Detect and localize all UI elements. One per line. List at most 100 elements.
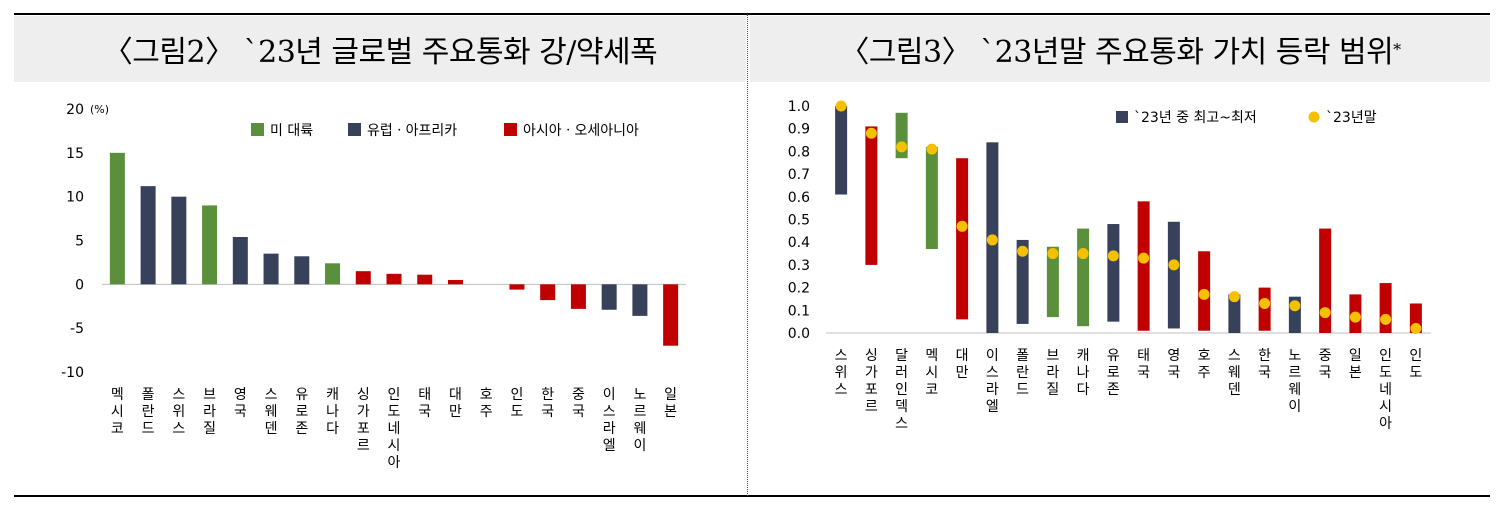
legend-label: 유럽ㆍ아프리카 <box>367 123 457 139</box>
range-bar-중국 <box>1319 228 1332 333</box>
bar-캐나다 <box>325 263 341 285</box>
y-tick-label: 0.3 <box>788 258 810 274</box>
bar-중국 <box>570 284 586 309</box>
year-end-marker-달러인덱스 <box>896 141 908 153</box>
range-bar-브라질 <box>1046 246 1059 318</box>
year-end-marker-브라질 <box>1047 248 1059 260</box>
legend-label: `23년말 <box>1326 110 1377 126</box>
bar-노르웨이 <box>632 284 648 316</box>
figure-3-title-mark: * <box>1393 39 1401 59</box>
year-end-marker-폴란드 <box>1017 245 1029 257</box>
y-tick-label: 15 <box>66 146 84 162</box>
range-bar-멕시코 <box>925 146 938 250</box>
bottom-rule <box>14 495 1490 497</box>
y-tick-label: 0.2 <box>788 281 810 297</box>
range-bar-스위스 <box>835 106 848 195</box>
bar-싱가포르 <box>355 271 371 285</box>
bar-인도 <box>509 284 525 290</box>
legend-label: 미 대륙 <box>270 123 313 139</box>
year-end-marker-한국 <box>1259 297 1271 309</box>
currency-range-chart: 1.0 0.9 0.8 0.7 0.6 0.5 0.4 0.3 0.2 0.1 0.0 스 위 스 싱 가 포 르… <box>788 99 1431 432</box>
year-end-marker-일본 <box>1349 311 1361 323</box>
range-bar-인도네시아 <box>1379 283 1392 333</box>
figure-3-title-text: 〈그림3〉 `23년말 주요통화 가치 등락 범위 <box>839 35 1394 70</box>
year-end-marker-스위스 <box>835 100 847 112</box>
legend-swatch <box>504 123 517 136</box>
year-end-marker-유로존 <box>1107 250 1119 262</box>
legend-swatch <box>348 123 361 136</box>
legend-swatch <box>1116 111 1128 123</box>
bar-멕시코 <box>109 152 125 285</box>
year-end-marker-노르웨이 <box>1289 300 1301 312</box>
legend-swatch <box>251 123 264 136</box>
figure-2-title-text: 〈그림2〉 `23년 글로벌 주요통화 강/약세폭 <box>102 35 658 70</box>
bar-태국 <box>417 274 433 285</box>
figure-2-title: 〈그림2〉 `23년 글로벌 주요통화 강/약세폭 <box>14 16 746 82</box>
legend-marker <box>1308 111 1320 123</box>
year-end-marker-태국 <box>1138 252 1150 264</box>
year-end-marker-영국 <box>1168 259 1180 271</box>
y-tick-label: -5 <box>70 321 84 337</box>
currency-strength-bar-chart: 20 15 10 5 0 -5 -10 (%) 멕 시 코 폴 란 드 스 위 스 브 라 질 영 국 스 웨 덴 유 로 존 캐 나 다 싱… <box>61 102 686 471</box>
y-tick-label: 0.8 <box>788 144 810 160</box>
bar-인도네시아 <box>386 273 402 285</box>
y-unit-label: (%) <box>90 103 109 116</box>
panel-divider <box>747 14 748 496</box>
bar-유로존 <box>294 256 310 285</box>
range-bar-폴란드 <box>1016 239 1029 324</box>
bar-일본 <box>663 284 679 346</box>
bar-대만 <box>447 279 463 285</box>
bar-브라질 <box>202 205 218 285</box>
y-tick-label: 0 <box>75 277 84 293</box>
year-end-marker-대만 <box>956 220 968 232</box>
y-tick-label: 1.0 <box>788 99 810 115</box>
figure-3-panel: 〈그림3〉 `23년말 주요통화 가치 등락 범위 * 1.0 0.9 0.8 0.7 0… <box>750 14 1490 496</box>
bar-영국 <box>232 236 248 285</box>
y-tick-label: 20 <box>66 102 84 118</box>
year-end-marker-인도 <box>1410 322 1422 334</box>
bar-이스라엘 <box>601 284 617 310</box>
figure-3-title: 〈그림3〉 `23년말 주요통화 가치 등락 범위 * <box>750 16 1490 82</box>
range-bar-캐나다 <box>1077 228 1090 327</box>
range-bar-대만 <box>956 158 969 320</box>
bar-한국 <box>540 284 556 301</box>
year-end-marker-이스라엘 <box>986 234 998 246</box>
y-tick-label: 0.9 <box>788 122 810 138</box>
y-tick-label: 0.0 <box>788 326 810 342</box>
bar-폴란드 <box>140 186 156 285</box>
year-end-marker-스웨덴 <box>1228 291 1240 303</box>
range-bar-스웨덴 <box>1228 294 1241 333</box>
